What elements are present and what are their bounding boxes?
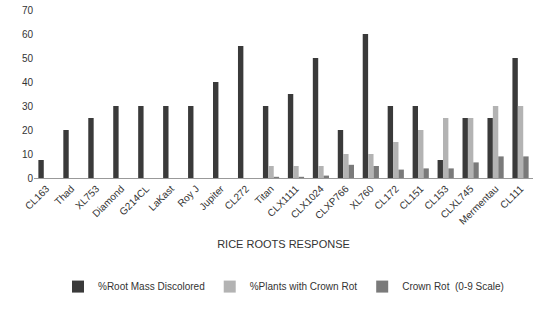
svg-text:XL760: XL760 (348, 183, 377, 212)
svg-text:0: 0 (27, 173, 33, 184)
svg-text:CLX1024: CLX1024 (289, 183, 327, 221)
svg-text:70: 70 (22, 5, 34, 16)
svg-text:Jupiter: Jupiter (197, 183, 226, 212)
svg-text:10: 10 (22, 149, 34, 160)
svg-text:CLX1111: CLX1111 (265, 183, 301, 219)
svg-text:Thad: Thad (52, 183, 76, 207)
svg-text:CL172: CL172 (372, 183, 401, 212)
svg-text:CL111: CL111 (498, 183, 526, 211)
svg-text:CL153: CL153 (422, 183, 451, 212)
svg-text:Mermentau: Mermentau (457, 183, 501, 227)
svg-text:40: 40 (22, 77, 34, 88)
svg-text:CL163: CL163 (23, 183, 52, 212)
svg-text:CL151: CL151 (397, 183, 426, 212)
svg-text:20: 20 (22, 125, 34, 136)
svg-text:CLXP766: CLXP766 (313, 183, 351, 221)
svg-text:Roy J: Roy J (175, 183, 201, 209)
svg-text:30: 30 (22, 101, 34, 112)
svg-text:CLXL745: CLXL745 (438, 183, 476, 221)
svg-text:50: 50 (22, 53, 34, 64)
svg-text:RICE ROOTS RESPONSE: RICE ROOTS RESPONSE (217, 238, 350, 250)
svg-text:Titan: Titan (253, 183, 276, 206)
svg-text:XL753: XL753 (73, 183, 102, 212)
svg-text:%Root Mass Discolored: %Root Mass Discolored (98, 281, 205, 292)
svg-text:%Plants with Crown Rot: %Plants with Crown Rot (250, 281, 357, 292)
svg-text:CL272: CL272 (222, 183, 251, 212)
svg-text:Crown Rot (0-9 Scale): Crown Rot (0-9 Scale) (402, 281, 504, 292)
svg-text:G214CL: G214CL (117, 183, 151, 217)
svg-text:60: 60 (22, 29, 34, 40)
svg-text:Diamond: Diamond (90, 183, 126, 219)
svg-text:LaKast: LaKast (146, 183, 176, 213)
